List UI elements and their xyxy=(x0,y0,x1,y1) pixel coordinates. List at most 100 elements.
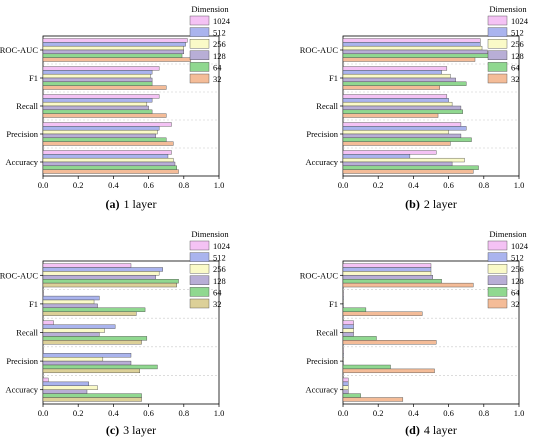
bar-roc-auc-512 xyxy=(342,267,432,272)
bar-f1-64 xyxy=(342,81,467,86)
x-tick-label: 0.2 xyxy=(373,180,384,190)
legend-swatch-256 xyxy=(189,39,210,49)
category-label: Recall xyxy=(316,101,338,111)
legend-swatch-32 xyxy=(487,298,508,309)
bar-accuracy-512 xyxy=(42,381,89,386)
panel-caption: (d) 4 layer xyxy=(405,423,457,437)
legend-label-128: 128 xyxy=(511,51,524,61)
bar-recall-1024 xyxy=(42,320,54,325)
legend-label-1024: 1024 xyxy=(511,16,529,26)
bar-precision-1024 xyxy=(42,122,172,127)
x-tick-label: 1.0 xyxy=(514,180,525,190)
x-tick-label: 0.0 xyxy=(338,180,349,190)
bar-roc-auc-256 xyxy=(342,45,483,51)
bar-roc-auc-256 xyxy=(42,271,160,276)
bar-f1-256 xyxy=(342,299,344,305)
bar-recall-64 xyxy=(342,336,377,341)
legend-swatch-128 xyxy=(189,275,210,285)
bar-accuracy-1024 xyxy=(42,150,172,155)
bar-roc-auc-1024 xyxy=(342,263,432,268)
bar-precision-1024 xyxy=(42,349,44,354)
legend-label-32: 32 xyxy=(511,299,520,309)
bar-accuracy-32 xyxy=(42,397,142,402)
bar-accuracy-64 xyxy=(342,393,361,398)
bar-roc-auc-32 xyxy=(42,57,192,62)
panel-3: ROC-AUC F1 Recall Precision Accuracy 0.0 0.2 0.… xyxy=(0,229,231,437)
bar-precision-64 xyxy=(42,364,158,370)
bar-recall-32 xyxy=(342,113,439,118)
legend-label-1024: 1024 xyxy=(213,241,231,251)
bar-recall-64 xyxy=(42,109,153,114)
bar-recall-1024 xyxy=(42,94,160,99)
bar-precision-256 xyxy=(342,129,449,135)
bar-precision-1024 xyxy=(342,349,344,354)
bar-roc-auc-1024 xyxy=(42,263,132,268)
bar-f1-64 xyxy=(42,307,146,312)
x-tick-label: 0.8 xyxy=(178,180,189,190)
category-label: Precision xyxy=(6,356,38,366)
caption-label: (a) xyxy=(106,197,120,211)
x-tick-label: 0.6 xyxy=(143,180,154,190)
bar-accuracy-128 xyxy=(342,161,453,167)
bar-roc-auc-512 xyxy=(42,42,186,47)
panel-4: ROC-AUC F1 Recall Precision Accuracy 0.0 0.2 0.… xyxy=(300,229,529,437)
category-label: ROC-AUC xyxy=(0,45,38,55)
bar-accuracy-32 xyxy=(42,169,179,174)
x-tick-label: 0.0 xyxy=(38,180,49,190)
bar-roc-auc-1024 xyxy=(42,38,188,43)
bar-precision-32 xyxy=(42,368,141,374)
category-label: Recall xyxy=(16,101,38,111)
legend-label-256: 256 xyxy=(511,264,524,274)
panel-caption: (c) 3 layer xyxy=(106,423,156,437)
panel-caption: (a) 1 layer xyxy=(106,197,157,211)
bar-precision-128 xyxy=(42,133,156,139)
bar-f1-512 xyxy=(42,295,100,301)
bar-recall-512 xyxy=(342,324,354,329)
category-label: Accuracy xyxy=(305,157,338,167)
bar-roc-auc-128 xyxy=(42,49,185,55)
bar-recall-1024 xyxy=(342,320,354,325)
bar-f1-32 xyxy=(342,311,423,316)
bar-recall-32 xyxy=(342,340,437,345)
bar-roc-auc-256 xyxy=(42,45,185,51)
bar-f1-64 xyxy=(42,81,153,86)
bar-recall-256 xyxy=(42,101,148,107)
bar-roc-auc-64 xyxy=(342,279,442,284)
category-label: F1 xyxy=(329,73,338,83)
bar-recall-128 xyxy=(342,105,462,111)
bar-precision-32 xyxy=(42,141,174,146)
legend-label-512: 512 xyxy=(213,28,226,38)
bar-f1-128 xyxy=(342,303,344,309)
bar-recall-32 xyxy=(42,113,167,118)
legend-swatch-128 xyxy=(189,50,210,60)
bar-precision-256 xyxy=(42,129,158,135)
x-tick-label: 0.4 xyxy=(108,408,119,418)
legend-swatch-512 xyxy=(189,252,210,262)
legend-label-256: 256 xyxy=(213,264,226,274)
bar-accuracy-128 xyxy=(42,161,176,167)
x-tick-label: 0.2 xyxy=(373,408,384,418)
bar-precision-512 xyxy=(342,126,467,131)
bar-recall-32 xyxy=(42,340,142,345)
bar-f1-32 xyxy=(342,85,441,90)
bar-recall-64 xyxy=(342,109,463,114)
category-label: Recall xyxy=(16,328,38,338)
bar-accuracy-64 xyxy=(42,393,142,398)
category-label: Recall xyxy=(316,328,338,338)
bar-roc-auc-512 xyxy=(342,42,481,47)
bar-f1-512 xyxy=(342,295,344,301)
bar-f1-512 xyxy=(342,70,442,75)
bar-accuracy-512 xyxy=(342,154,411,159)
bar-recall-128 xyxy=(42,105,149,111)
legend-label-32: 32 xyxy=(213,299,222,309)
x-tick-label: 0.6 xyxy=(443,180,454,190)
bar-recall-1024 xyxy=(342,94,448,99)
legend-label-128: 128 xyxy=(511,276,524,286)
bar-precision-64 xyxy=(42,137,167,142)
x-tick-label: 1.0 xyxy=(514,408,525,418)
bar-roc-auc-32 xyxy=(42,282,177,288)
legend-swatch-512 xyxy=(189,27,210,37)
x-tick-label: 0.4 xyxy=(108,180,119,190)
legend-label-128: 128 xyxy=(213,276,226,286)
